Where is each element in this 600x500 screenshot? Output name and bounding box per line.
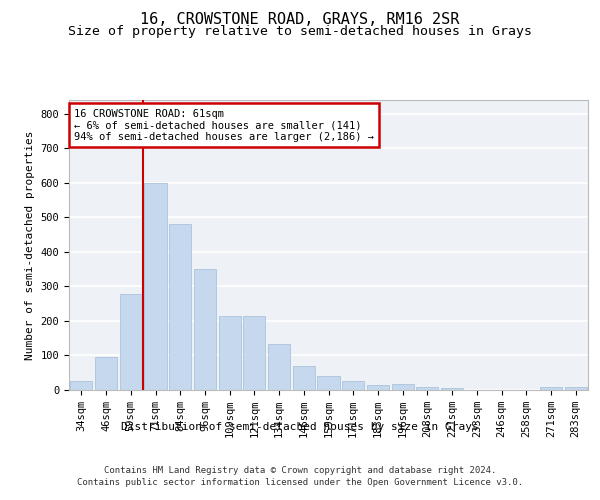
Bar (95, 357, 117, 390)
Bar (218, 316, 241, 390)
Bar (342, 380, 364, 390)
Bar (416, 387, 439, 390)
Y-axis label: Number of semi-detached properties: Number of semi-detached properties (25, 130, 35, 360)
Bar (317, 376, 340, 390)
Bar (243, 316, 265, 390)
Bar (268, 344, 290, 390)
Bar (392, 384, 414, 390)
Bar (119, 294, 142, 390)
Text: Contains HM Land Registry data © Crown copyright and database right 2024.: Contains HM Land Registry data © Crown c… (104, 466, 496, 475)
Bar (565, 386, 587, 390)
Bar (70, 380, 92, 390)
Text: Distribution of semi-detached houses by size in Grays: Distribution of semi-detached houses by … (121, 422, 479, 432)
Text: Contains public sector information licensed under the Open Government Licence v3: Contains public sector information licen… (77, 478, 523, 487)
Bar (145, 183, 167, 390)
Text: 16, CROWSTONE ROAD, GRAYS, RM16 2SR: 16, CROWSTONE ROAD, GRAYS, RM16 2SR (140, 12, 460, 28)
Text: Size of property relative to semi-detached houses in Grays: Size of property relative to semi-detach… (68, 25, 532, 38)
Bar (441, 388, 463, 390)
Text: 16 CROWSTONE ROAD: 61sqm
← 6% of semi-detached houses are smaller (141)
94% of s: 16 CROWSTONE ROAD: 61sqm ← 6% of semi-de… (74, 108, 374, 142)
Bar (194, 269, 216, 390)
Bar (293, 366, 315, 390)
Bar (169, 224, 191, 390)
Bar (367, 385, 389, 390)
Bar (540, 386, 562, 390)
